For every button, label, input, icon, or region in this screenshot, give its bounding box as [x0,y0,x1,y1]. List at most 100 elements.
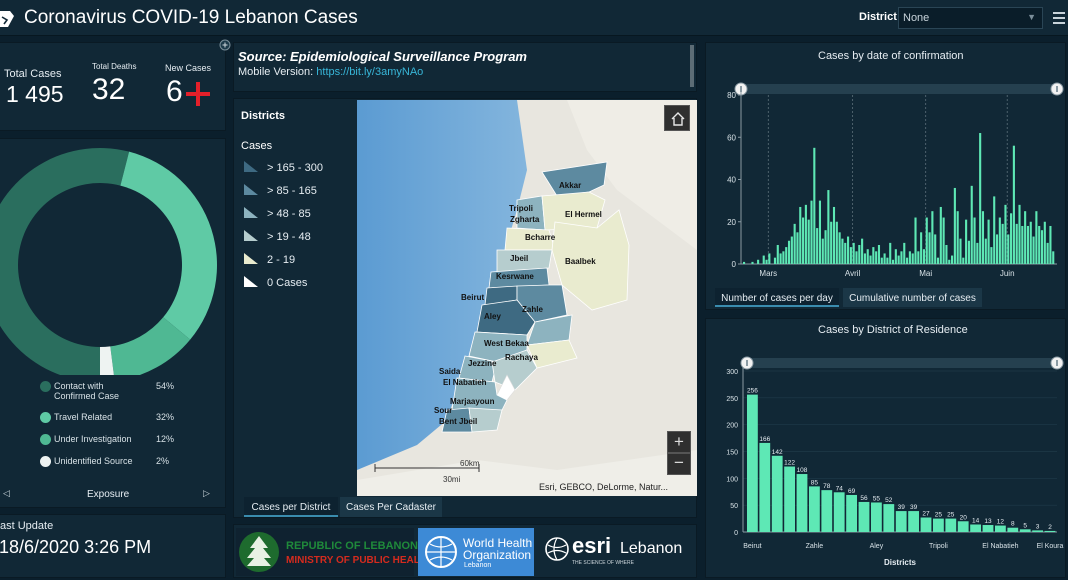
tab-cumulative-cases[interactable]: Cumulative number of cases [843,288,982,307]
timeline-bar[interactable] [858,244,861,264]
district-select[interactable]: None ▼ [898,7,1043,29]
timeline-bar[interactable] [956,211,959,264]
timeline-bar[interactable] [914,217,917,264]
timeline-bar[interactable] [979,133,982,264]
timeline-bar[interactable] [796,232,799,264]
range-slider-track[interactable] [747,358,1057,368]
timeline-bar[interactable] [821,238,824,264]
timeline-bar[interactable] [768,253,771,264]
timeline-bar[interactable] [782,251,785,264]
timeline-bar[interactable] [816,228,819,264]
timeline-bar[interactable] [1046,242,1049,264]
timeline-bar[interactable] [1040,230,1044,264]
timeline-bar[interactable] [925,217,928,264]
timeline-bar[interactable] [906,257,909,264]
timeline-bar[interactable] [973,217,976,264]
timeline-bar[interactable] [762,255,765,264]
timeline-bar[interactable] [793,223,796,264]
source-scrollbar[interactable] [690,45,694,87]
district-bar[interactable] [1044,530,1056,532]
donut-slice-under-investigation[interactable] [110,317,191,375]
timeline-bar[interactable] [911,253,914,264]
timeline-bar[interactable] [807,219,810,264]
timeline-bar[interactable] [1035,211,1038,264]
timeline-bar[interactable] [922,249,926,264]
timeline-bar[interactable] [970,185,973,264]
district-bar[interactable] [982,525,994,532]
timeline-bar[interactable] [967,240,970,264]
timeline-bar[interactable] [1029,221,1032,264]
timeline-bar[interactable] [1043,221,1046,264]
timeline-bar[interactable] [863,253,866,264]
range-slider-track[interactable] [741,84,1057,94]
district-bar[interactable] [846,494,857,532]
district-bar[interactable] [759,442,771,532]
district-bar[interactable] [858,501,870,532]
timeline-bar[interactable] [869,255,872,264]
timeline-bar[interactable] [787,240,791,264]
district-bar[interactable] [871,502,882,532]
timeline-bar[interactable] [861,238,864,264]
timeline-bar[interactable] [897,255,900,264]
timeline-bar[interactable] [942,217,945,264]
district-bar[interactable] [995,525,1006,532]
timeline-bar[interactable] [945,244,948,264]
timeline-bar[interactable] [936,257,940,264]
timeline-bar[interactable] [1024,211,1027,264]
district-bar[interactable] [809,486,820,532]
timeline-bar[interactable] [818,200,822,264]
timeline-bar[interactable] [855,251,858,264]
timeline-bar[interactable] [802,217,805,264]
timeline-bar[interactable] [889,242,892,264]
timeline-bar[interactable] [751,261,754,264]
district-bar[interactable] [957,521,969,532]
timeline-bar[interactable] [875,251,878,264]
timeline-bar[interactable] [804,204,807,264]
donut-slice-unidentified-source[interactable] [100,346,115,375]
menu-icon[interactable] [1053,9,1065,25]
timeline-bar[interactable] [965,219,968,264]
timeline-bar[interactable] [832,206,836,264]
timeline-bar[interactable] [847,236,850,264]
timeline-bar[interactable] [785,247,788,264]
timeline-bar[interactable] [984,238,987,264]
timeline-bar[interactable] [1021,225,1024,264]
timeline-bar[interactable] [900,251,903,264]
timeline-bar[interactable] [993,196,996,264]
lebanon-map[interactable]: Akkar Tripoli Zgharta El Hermel Bcharre … [357,100,697,496]
timeline-bar[interactable] [908,251,911,264]
district-bar[interactable] [883,504,895,532]
mobile-version-link[interactable]: https://bit.ly/3amyNAo [316,66,424,78]
timeline-bar[interactable] [852,242,855,264]
timeline-bar[interactable] [779,253,782,264]
exposure-prev-button[interactable]: ◁ [3,488,10,498]
timeline-bar[interactable] [830,221,833,264]
timeline-bar[interactable] [872,247,875,264]
timeline-bar[interactable] [928,232,931,264]
timeline-bar[interactable] [773,257,777,264]
timeline-bar[interactable] [1001,223,1004,264]
timeline-bar[interactable] [981,211,985,264]
timeline-bar[interactable] [934,234,937,264]
district-bar[interactable] [920,517,932,532]
district-bar[interactable] [796,474,808,532]
district-bar[interactable] [945,518,957,532]
district-bar[interactable] [970,524,981,532]
district-bar[interactable] [1032,530,1043,532]
timeline-bar[interactable] [790,236,793,264]
timeline-bar[interactable] [1012,145,1015,264]
timeline-bar[interactable] [813,147,816,264]
timeline-bar[interactable] [1026,225,1030,264]
timeline-bar[interactable] [1049,225,1052,264]
district-bar[interactable] [821,490,833,532]
district-bar[interactable] [771,455,783,532]
timeline-bar[interactable] [939,206,942,264]
timeline-bar[interactable] [891,259,895,264]
district-bar[interactable] [908,511,919,532]
timeline-bar[interactable] [917,251,920,264]
timeline-bar[interactable] [866,249,869,264]
timeline-bar[interactable] [953,187,956,264]
timeline-bar[interactable] [920,232,923,264]
district-bar[interactable] [784,466,795,532]
timeline-bar[interactable] [1015,223,1018,264]
